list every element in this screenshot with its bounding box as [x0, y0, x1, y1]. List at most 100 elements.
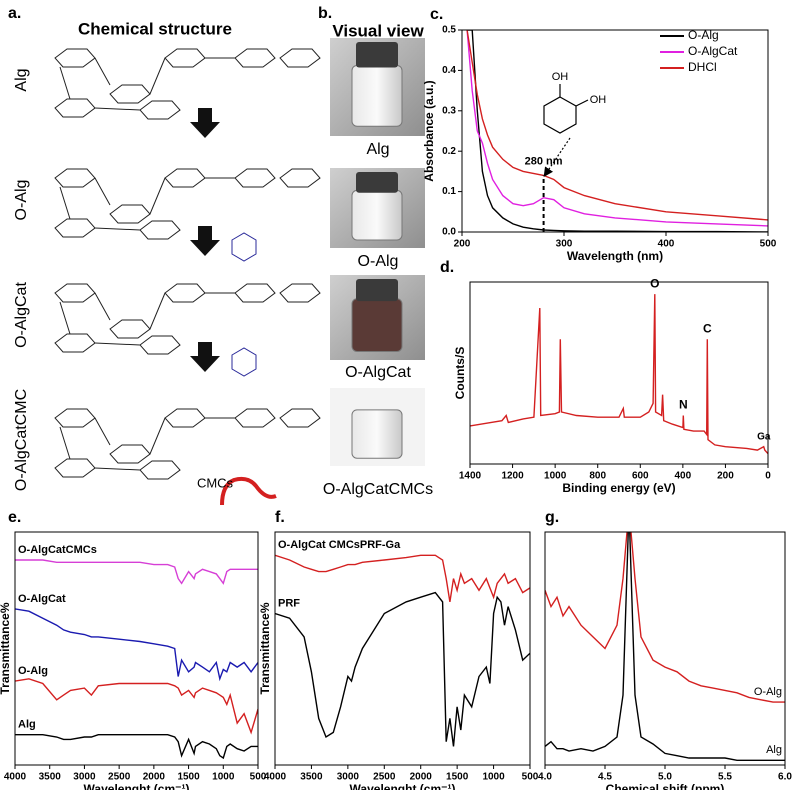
series-line [275, 554, 530, 603]
sugar-ring [54, 168, 96, 188]
x-tick-label: 0 [765, 471, 771, 482]
linkage [59, 292, 235, 346]
sugar-ring [234, 283, 276, 303]
y-axis-label: Transmittance% [0, 602, 12, 694]
panel-label: f. [275, 509, 285, 526]
annotation: 280 nm [525, 155, 563, 167]
y-tick-label: 0.0 [442, 227, 456, 238]
x-tick-label: 4.0 [538, 772, 552, 783]
plot-frame [544, 531, 786, 766]
panel-title: Visual view [332, 21, 424, 40]
sugar-ring [54, 458, 96, 478]
cmc-chain [220, 476, 277, 506]
series-line [467, 30, 768, 232]
x-tick-label: 5.0 [658, 772, 672, 783]
peak-label: C [703, 321, 712, 335]
panel-label: g. [545, 509, 559, 526]
sugar-ring [164, 408, 206, 428]
inset-label: OH [590, 94, 607, 106]
plot-frame [274, 531, 531, 766]
row-label: Alg [13, 68, 30, 91]
sugar-ring [164, 283, 206, 303]
sugar-ring [279, 283, 321, 303]
vial-body [351, 189, 403, 241]
series-label: Alg [18, 719, 36, 731]
x-tick-label: 4.5 [598, 772, 612, 783]
x-tick-label: 400 [658, 239, 675, 250]
peak-label: O [650, 276, 659, 290]
series-label: O-AlgCatCMCs [18, 544, 97, 556]
panel-label: c. [430, 6, 443, 23]
x-tick-label: 4000 [4, 772, 27, 783]
y-axis-label: Transmittance% [258, 602, 272, 694]
series-line [545, 532, 785, 761]
row-labels: Alg O-Alg O-AlgCat O-AlgCatCMC [13, 68, 30, 491]
y-tick-label: 0.1 [442, 186, 456, 197]
x-axis-label: Chemical shift (ppm) [606, 782, 725, 790]
sugar-ring [279, 168, 321, 188]
x-tick-label: 2500 [373, 772, 396, 783]
x-axis-label: Binding energy (eV) [562, 481, 675, 495]
x-tick-label: 2000 [410, 772, 433, 783]
series-line [466, 30, 768, 227]
y-tick-label: 0.3 [442, 105, 456, 116]
sample-label: O-Alg [358, 253, 399, 270]
x-tick-label: 2500 [108, 772, 131, 783]
row-label: O-Alg [13, 180, 30, 221]
x-tick-label: 4000 [264, 772, 287, 783]
sugar-ring [54, 333, 96, 353]
catechol-ring [231, 232, 257, 262]
x-tick-label: 200 [454, 239, 471, 250]
sugar-ring [234, 168, 276, 188]
plot-frame [14, 531, 259, 766]
sugar-ring [234, 408, 276, 428]
series-line [15, 734, 258, 760]
y-axis-label: Absorbance (a.u.) [422, 80, 436, 181]
sugar-ring [54, 218, 96, 238]
x-tick-label: 500 [522, 772, 539, 783]
x-tick-label: 3500 [39, 772, 62, 783]
sugar-ring [139, 220, 181, 240]
peak-label: Ga [757, 431, 771, 442]
panel-label: d. [440, 259, 454, 276]
x-tick-label: 800 [589, 471, 606, 482]
inset-label: OH [552, 71, 569, 83]
series-label: O-Alg [754, 686, 782, 698]
sugar-ring [139, 100, 181, 120]
structures [54, 48, 321, 480]
x-tick-label: 3000 [73, 772, 96, 783]
series-line [470, 294, 768, 455]
panel-label: a. [8, 5, 21, 22]
linkage [59, 417, 235, 471]
series-label: Alg [766, 744, 782, 756]
series-label: PRF [278, 597, 300, 609]
sugar-ring [109, 444, 151, 464]
sugar-ring [109, 204, 151, 224]
x-tick-label: 200 [717, 471, 734, 482]
x-tick-label: 2000 [143, 772, 166, 783]
series-line [545, 532, 785, 703]
photos: Alg O-Alg O-AlgCat O-AlgCatCMCs [323, 38, 433, 498]
sugar-ring [279, 408, 321, 428]
y-tick-label: 0.5 [442, 25, 456, 36]
sugar-ring [164, 48, 206, 68]
series-line [275, 591, 530, 747]
vial-cap [356, 42, 398, 68]
series-label: O-AlgCat CMCsPRF-Ga [278, 539, 401, 551]
structure-annotation: CMCs [197, 475, 234, 490]
x-tick-label: 1400 [459, 471, 482, 482]
x-tick-label: 1000 [212, 772, 235, 783]
legend-label: DHCl [688, 60, 717, 74]
vial-cap [356, 172, 398, 193]
x-tick-label: 1200 [501, 471, 524, 482]
x-tick-label: 6.0 [778, 772, 792, 783]
sugar-ring [54, 98, 96, 118]
row-label: O-AlgCatCMC [13, 389, 30, 491]
y-tick-label: 0.2 [442, 146, 456, 157]
x-axis-label: Wavelenght (cm⁻¹) [350, 782, 456, 790]
sugar-ring [109, 84, 151, 104]
peak-label: N [679, 398, 688, 412]
x-tick-label: 500 [250, 772, 267, 783]
vial-cap [356, 279, 398, 302]
panel-title: Chemical structure [78, 19, 232, 38]
